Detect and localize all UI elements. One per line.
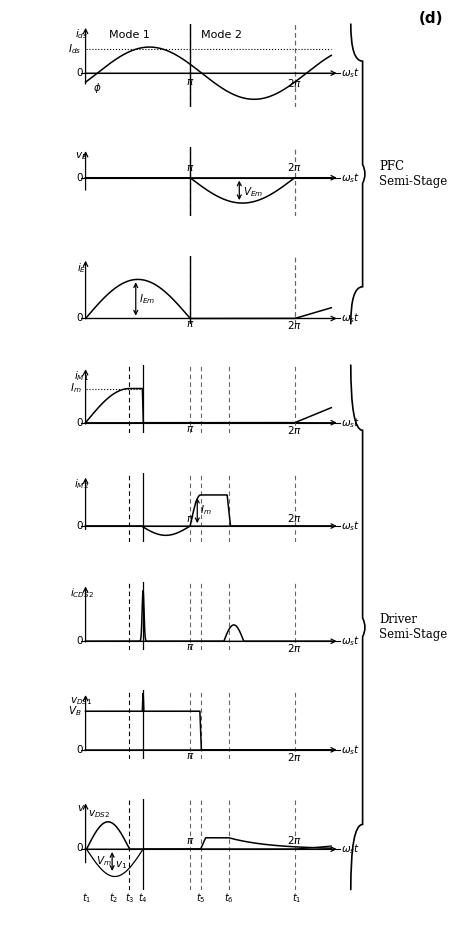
Text: 0: 0 [76,636,82,646]
Text: $\pi$: $\pi$ [186,77,194,88]
Text: $i_{ds}$: $i_{ds}$ [75,27,88,41]
Text: $\omega_s t$: $\omega_s t$ [341,842,360,856]
Text: $\pi$: $\pi$ [186,642,194,652]
Text: $t_1$: $t_1$ [82,891,91,905]
Text: $i_E$: $i_E$ [77,261,86,275]
Text: 0: 0 [76,172,82,183]
Text: $i_{M1}$: $i_{M1}$ [74,369,89,383]
Text: 0: 0 [76,314,82,323]
Text: $\omega_s t$: $\omega_s t$ [341,743,360,756]
Text: $v_1$: $v_1$ [116,859,128,870]
Text: $I_m$: $I_m$ [70,382,82,396]
Text: $2\pi$: $2\pi$ [287,834,302,846]
Text: $v_{DS2}$: $v_{DS2}$ [88,808,110,820]
Text: $\pi$: $\pi$ [186,751,194,761]
Text: $2\pi$: $2\pi$ [287,161,302,173]
Text: Driver
Semi-Stage: Driver Semi-Stage [379,613,447,642]
Text: 0: 0 [76,68,82,78]
Text: (d): (d) [419,11,444,26]
Text: $\pi$: $\pi$ [186,836,194,846]
Text: $\omega_s t$: $\omega_s t$ [341,312,360,325]
Text: $t_6$: $t_6$ [224,891,234,905]
Text: $v_E$: $v_E$ [75,150,88,162]
Text: $t_5$: $t_5$ [196,891,205,905]
Text: $\pi$: $\pi$ [186,319,194,329]
Text: $\omega_s t$: $\omega_s t$ [341,415,360,430]
Text: $\pi$: $\pi$ [186,424,194,434]
Text: $\phi$: $\phi$ [93,81,101,94]
Text: 0: 0 [76,521,82,531]
Text: $v_{DS1}$: $v_{DS1}$ [71,695,93,706]
Text: $t_3$: $t_3$ [125,891,134,905]
Text: 0: 0 [76,843,82,853]
Text: $\omega_s t$: $\omega_s t$ [341,634,360,648]
Text: $\pi$: $\pi$ [186,514,194,524]
Text: 0: 0 [76,745,82,755]
Text: $V_B$: $V_B$ [68,705,82,718]
Text: 0: 0 [76,417,82,428]
Text: $I_{ds}$: $I_{ds}$ [68,42,82,56]
Text: $i_{CDS2}$: $i_{CDS2}$ [70,587,93,600]
Text: $V_{Em}$: $V_{Em}$ [243,185,264,199]
Text: $t_1$: $t_1$ [292,891,301,905]
Text: $2\pi$: $2\pi$ [287,512,302,524]
Text: $\pi$: $\pi$ [186,163,194,173]
Text: Mode 2: Mode 2 [201,30,242,40]
Text: $i_{M2}$: $i_{M2}$ [74,478,89,491]
Text: $t_4$: $t_4$ [138,891,148,905]
Text: $2\pi$: $2\pi$ [287,319,302,332]
Text: PFC
Semi-Stage: PFC Semi-Stage [379,160,447,188]
Text: $\omega_s t$: $\omega_s t$ [341,66,360,80]
Text: $t_2$: $t_2$ [109,891,118,905]
Text: $I_m$: $I_m$ [200,504,211,517]
Text: $2\pi$: $2\pi$ [287,642,302,655]
Text: $2\pi$: $2\pi$ [287,751,302,763]
Text: $\omega_s t$: $\omega_s t$ [341,519,360,533]
Text: $I_{Em}$: $I_{Em}$ [139,292,155,306]
Text: $v$: $v$ [77,803,86,813]
Text: $\omega_s t$: $\omega_s t$ [341,171,360,185]
Text: Mode 1: Mode 1 [109,30,150,40]
Text: $2\pi$: $2\pi$ [287,424,302,436]
Text: $2\pi$: $2\pi$ [287,77,302,89]
Text: $V_m$: $V_m$ [97,854,112,869]
